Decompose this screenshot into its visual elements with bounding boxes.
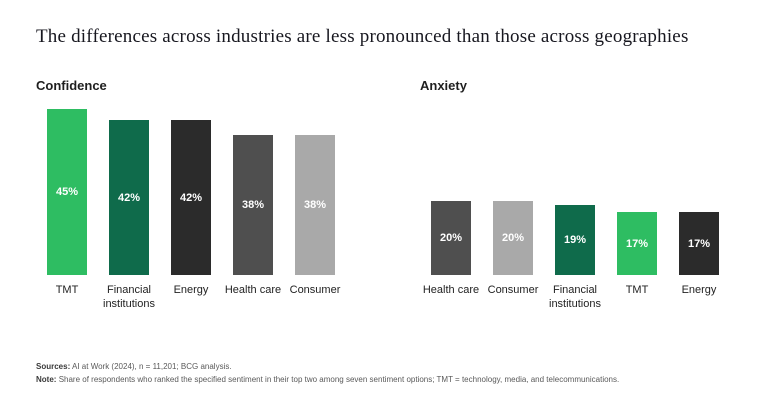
category-label: Energy <box>681 284 717 296</box>
note-text: Share of respondents who ranked the spec… <box>58 374 620 384</box>
bar: 19% <box>555 205 595 275</box>
bar: 20% <box>493 201 533 275</box>
category-label: Financial institutions <box>549 284 601 310</box>
bar-value-label: 17% <box>687 237 711 250</box>
bar-area: 19% <box>544 107 606 275</box>
bar-column: 38% Consumer <box>284 107 346 312</box>
bar-area: 20% <box>482 107 544 275</box>
bar: 45% <box>47 109 87 275</box>
category-label: Health care <box>224 284 282 296</box>
bar-column: 20% Health care <box>420 107 482 312</box>
bar-column: 20% Consumer <box>482 107 544 312</box>
bar-value-label: 17% <box>625 237 649 250</box>
note-line: Note: Share of respondents who ranked th… <box>36 374 732 386</box>
bar-column: 42% Energy <box>160 107 222 312</box>
category-label: Consumer <box>289 284 341 296</box>
category-label: TMT <box>55 284 79 296</box>
category-label: Health care <box>422 284 480 296</box>
bar-group-confidence: 45% TMT 42% Financial institutions 42% Energy… <box>36 107 348 312</box>
bar-area: 17% <box>606 107 668 275</box>
page-title: The differences across industries are le… <box>36 26 689 47</box>
note-label: Note: <box>36 374 57 384</box>
bar-value-label: 19% <box>563 234 587 246</box>
bar-column: 19% Financial institutions <box>544 107 606 312</box>
bar-group-anxiety: 20% Health care 20% Consumer 19% Financial in… <box>420 107 732 312</box>
bar: 38% <box>295 135 335 275</box>
bar-area: 42% <box>98 107 160 275</box>
sources-line: Sources: AI at Work (2024), n = 11,201; … <box>36 361 732 373</box>
category-label: TMT <box>625 284 649 296</box>
bar-column: 17% Energy <box>668 107 730 312</box>
bar-column: 42% Financial institutions <box>98 107 160 312</box>
bar-value-label: 42% <box>117 191 141 204</box>
category-label: Consumer <box>487 284 539 296</box>
chart-title-confidence: Confidence <box>36 78 107 93</box>
bar: 20% <box>431 201 471 275</box>
bar: 38% <box>233 135 273 275</box>
category-label: Financial institutions <box>103 284 155 310</box>
bar-value-label: 20% <box>501 232 525 244</box>
bar: 17% <box>617 212 657 275</box>
bar-area: 45% <box>36 107 98 275</box>
bar-value-label: 38% <box>303 199 327 211</box>
chart-anxiety: Anxiety 20% Health care 20% Consumer 19% Fina… <box>420 78 732 312</box>
sources-label: Sources: <box>36 362 71 372</box>
bar-value-label: 45% <box>55 186 79 198</box>
bar: 42% <box>109 120 149 275</box>
footnotes: Sources: AI at Work (2024), n = 11,201; … <box>36 361 732 386</box>
bar: 17% <box>679 212 719 275</box>
bar: 42% <box>171 120 211 275</box>
bar-area: 42% <box>160 107 222 275</box>
bar-value-label: 38% <box>241 199 265 211</box>
bar-area: 38% <box>284 107 346 275</box>
chart-title-anxiety: Anxiety <box>420 78 467 93</box>
bar-column: 17% TMT <box>606 107 668 312</box>
bar-area: 38% <box>222 107 284 275</box>
bar-column: 45% TMT <box>36 107 98 312</box>
bar-column: 38% Health care <box>222 107 284 312</box>
chart-confidence: Confidence 45% TMT 42% Financial institutio… <box>36 78 348 312</box>
sources-text: AI at Work (2024), n = 11,201; BCG analy… <box>72 362 232 372</box>
bar-value-label: 20% <box>439 232 463 244</box>
bar-area: 17% <box>668 107 730 275</box>
bar-area: 20% <box>420 107 482 275</box>
category-label: Energy <box>173 284 209 296</box>
charts-row: Confidence 45% TMT 42% Financial institutio… <box>36 78 732 312</box>
bar-value-label: 42% <box>179 191 203 204</box>
